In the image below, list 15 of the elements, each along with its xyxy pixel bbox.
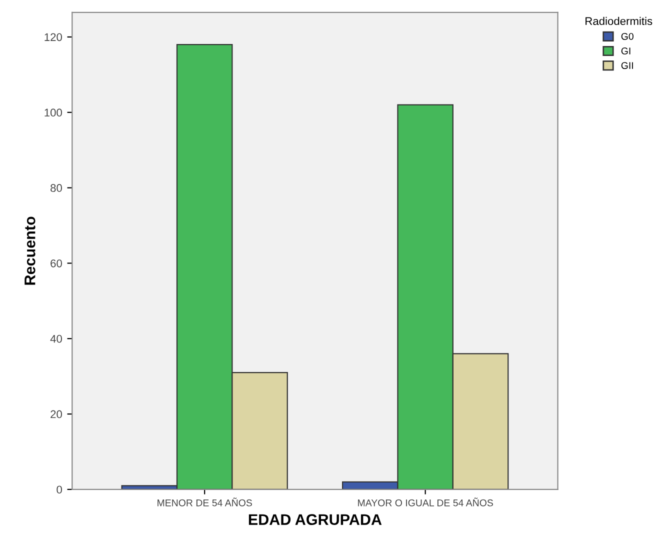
y-tick-label: 80 (50, 184, 62, 192)
x-tick-label: MAYOR O IGUAL DE 54 AÑOS (358, 498, 493, 506)
y-tick-label: 120 (44, 33, 62, 42)
y-axis-title: Recuento (24, 216, 36, 285)
x-axis-title: EDAD AGRUPADA (248, 514, 382, 525)
legend-title: Radiodermitis (586, 16, 652, 26)
legend-label: G0 (621, 32, 634, 40)
x-tick-label: MENOR DE 54 AÑOS (158, 498, 252, 506)
y-tick-label: 40 (50, 334, 62, 343)
y-tick-label: 60 (50, 259, 62, 268)
legend-label: GII (621, 62, 633, 69)
legend-label: GI (621, 48, 630, 54)
y-tick-label: 20 (50, 410, 62, 418)
y-tick-label: 100 (44, 108, 62, 117)
y-tick-label: 0 (56, 486, 62, 494)
